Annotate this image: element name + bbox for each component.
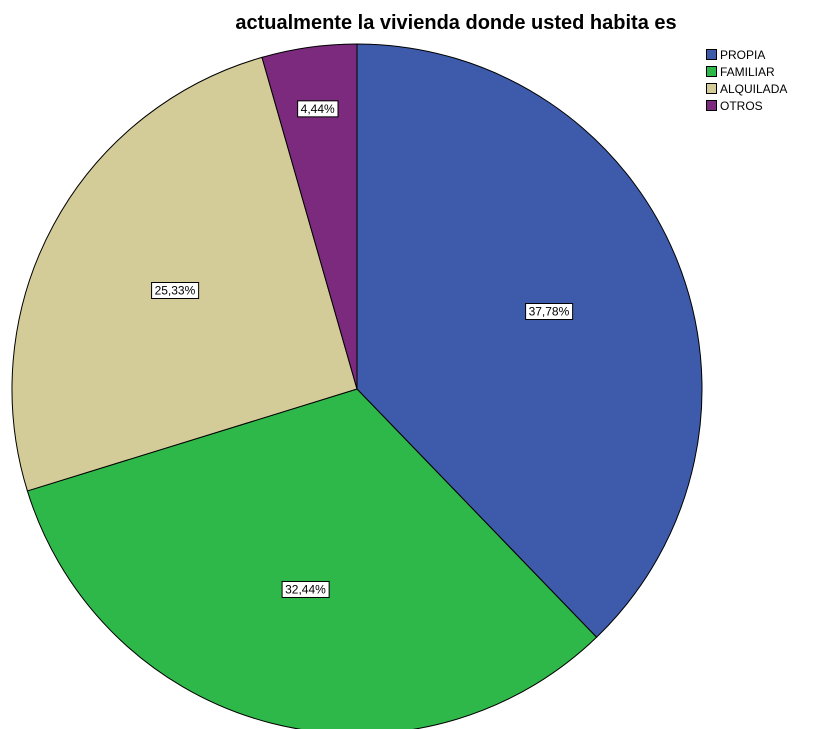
svg-text:25,33%: 25,33%: [155, 283, 196, 297]
svg-text:37,78%: 37,78%: [529, 304, 570, 318]
legend-label: ALQUILADA: [720, 81, 788, 96]
legend-item-otros: OTROS: [706, 97, 787, 114]
legend-item-familiar: FAMILIAR: [706, 63, 787, 80]
legend-item-propia: PROPIA: [706, 46, 787, 63]
pie-label-alquilada: 25,33%: [151, 281, 200, 299]
pie-label-familiar: 32,44%: [281, 580, 330, 598]
pie-label-otros: 4,44%: [297, 100, 339, 118]
legend-swatch: [706, 66, 717, 77]
legend-label: OTROS: [720, 98, 763, 113]
legend-label: FAMILIAR: [720, 64, 775, 79]
pie-slice-alquilada: [11, 56, 358, 492]
legend-item-alquilada: ALQUILADA: [706, 80, 787, 97]
pie-slice-familiar: [26, 388, 598, 729]
svg-text:32,44%: 32,44%: [285, 582, 326, 596]
legend-label: PROPIA: [720, 47, 766, 62]
pie-label-propia: 37,78%: [525, 302, 574, 320]
legend-swatch: [706, 83, 717, 94]
pie-slice-propia: [356, 43, 703, 638]
chart-title: actualmente la vivienda donde usted habi…: [235, 12, 677, 34]
legend-swatch: [706, 49, 717, 60]
legend-swatch: [706, 100, 717, 111]
pie-slice-otros: [261, 43, 358, 390]
pie-labels: 37,78% 32,44% 25,33% 4,44%: [151, 100, 574, 598]
legend: PROPIA FAMILIAR ALQUILADA OTROS: [706, 46, 787, 114]
svg-text:4,44%: 4,44%: [301, 102, 335, 116]
pie-slices: [11, 43, 703, 729]
